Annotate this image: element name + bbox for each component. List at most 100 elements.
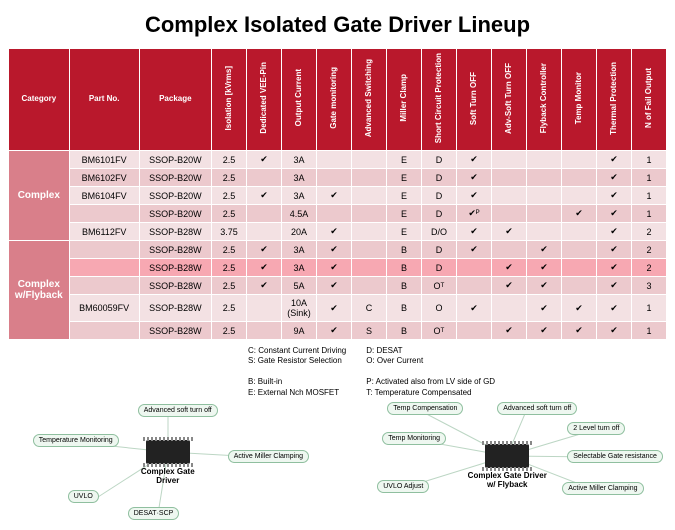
col-header: Category: [9, 49, 70, 151]
feature-bubble: Temp Compensation: [387, 402, 463, 415]
data-cell: ✔: [596, 295, 631, 322]
data-cell: D/O: [421, 223, 456, 241]
data-cell: SSOP-B28W: [139, 259, 211, 277]
table-row: Complex w/FlybackSSOP-B28W2.5✔3A✔BD✔✔✔2: [9, 241, 667, 259]
data-cell: BM60059FV: [69, 295, 139, 322]
data-cell: [526, 169, 561, 187]
data-cell: B: [386, 322, 421, 340]
data-cell: [351, 205, 386, 223]
data-cell: [561, 151, 596, 169]
feature-bubble: Advanced soft turn off: [497, 402, 577, 415]
data-cell: 20A: [281, 223, 316, 241]
data-cell: 2.5: [211, 277, 246, 295]
data-cell: E: [386, 169, 421, 187]
data-cell: ✔: [596, 241, 631, 259]
table-row: BM6102FVSSOP-B20W2.53AED✔✔1: [9, 169, 667, 187]
feature-bubble: Selectable Gate resistance: [567, 450, 663, 463]
data-cell: E: [386, 205, 421, 223]
data-cell: ✔: [456, 169, 491, 187]
col-header: Dedicated VEE-Pin: [246, 49, 281, 151]
data-cell: [526, 151, 561, 169]
data-cell: ✔: [491, 259, 526, 277]
data-cell: 2.5: [211, 322, 246, 340]
data-cell: [561, 241, 596, 259]
data-cell: ✔: [596, 151, 631, 169]
data-cell: 2.5: [211, 295, 246, 322]
data-cell: ✔ᴾ: [456, 205, 491, 223]
col-header: Output Current: [281, 49, 316, 151]
data-cell: ✔: [316, 241, 351, 259]
chip-icon: [146, 440, 190, 464]
table-row: SSOP-B28W2.59A✔SBOᵀ✔✔✔✔1: [9, 322, 667, 340]
col-header: Flyback Controller: [526, 49, 561, 151]
feature-bubble: Temperature Monitoring: [33, 434, 119, 447]
lineup-table: CategoryPart No.PackageIsolation [kVrms]…: [8, 48, 667, 340]
data-cell: SSOP-B20W: [139, 187, 211, 205]
data-cell: 1: [631, 205, 666, 223]
data-cell: [351, 241, 386, 259]
data-cell: 2.5: [211, 259, 246, 277]
data-cell: D: [421, 169, 456, 187]
data-cell: [351, 187, 386, 205]
data-cell: 1: [631, 322, 666, 340]
data-cell: 3A: [281, 241, 316, 259]
data-cell: [456, 259, 491, 277]
data-cell: [456, 322, 491, 340]
data-cell: E: [386, 151, 421, 169]
data-cell: 3A: [281, 169, 316, 187]
data-cell: [561, 169, 596, 187]
data-cell: ✔: [596, 259, 631, 277]
data-cell: 2: [631, 223, 666, 241]
data-cell: 3.75: [211, 223, 246, 241]
data-cell: ✔: [526, 241, 561, 259]
feature-bubble: Active Miller Clamping: [562, 482, 643, 495]
chip-label: Complex Gate Driver: [133, 468, 203, 486]
data-cell: ✔: [316, 259, 351, 277]
col-header: N of Fail Output: [631, 49, 666, 151]
data-cell: ✔: [491, 223, 526, 241]
data-cell: O: [421, 295, 456, 322]
data-cell: [491, 169, 526, 187]
data-cell: 2.5: [211, 187, 246, 205]
data-cell: [316, 169, 351, 187]
data-cell: ✔: [316, 187, 351, 205]
data-cell: [246, 169, 281, 187]
data-cell: [351, 169, 386, 187]
diagram-complex: Complex Gate Driver Temperature Monitori…: [28, 402, 308, 522]
data-cell: ✔: [526, 295, 561, 322]
table-row: ComplexBM6101FVSSOP-B20W2.5✔3AED✔✔1: [9, 151, 667, 169]
data-cell: ✔: [246, 277, 281, 295]
data-cell: [351, 259, 386, 277]
feature-bubble: Active Miller Clamping: [228, 450, 309, 463]
data-cell: [316, 151, 351, 169]
chip-icon: [485, 444, 529, 468]
data-cell: ✔: [456, 223, 491, 241]
legend-col1: C: Constant Current Driving S: Gate Resi…: [248, 346, 346, 398]
table-row: BM6112FVSSOP-B28W3.7520A✔ED/O✔✔✔2: [9, 223, 667, 241]
data-cell: [246, 322, 281, 340]
data-cell: ✔: [246, 259, 281, 277]
data-cell: [69, 241, 139, 259]
data-cell: [69, 205, 139, 223]
data-cell: SSOP-B28W: [139, 241, 211, 259]
data-cell: ✔: [596, 322, 631, 340]
data-cell: ✔: [526, 322, 561, 340]
data-cell: 1: [631, 295, 666, 322]
data-cell: ✔: [596, 277, 631, 295]
data-cell: BM6112FV: [69, 223, 139, 241]
data-cell: ✔: [456, 241, 491, 259]
col-header: Soft Turn OFF: [456, 49, 491, 151]
col-header: Isolation [kVrms]: [211, 49, 246, 151]
data-cell: B: [386, 277, 421, 295]
data-cell: 1: [631, 187, 666, 205]
table-row: SSOP-B28W2.5✔5A✔BOᵀ✔✔✔3: [9, 277, 667, 295]
col-header: Temp Monitor: [561, 49, 596, 151]
feature-bubble: Temp Monitoring: [382, 432, 446, 445]
data-cell: E: [386, 223, 421, 241]
data-cell: BM6104FV: [69, 187, 139, 205]
data-cell: SSOP-B28W: [139, 223, 211, 241]
data-cell: ✔: [491, 322, 526, 340]
data-cell: 9A: [281, 322, 316, 340]
data-cell: ✔: [561, 322, 596, 340]
data-cell: 1: [631, 151, 666, 169]
